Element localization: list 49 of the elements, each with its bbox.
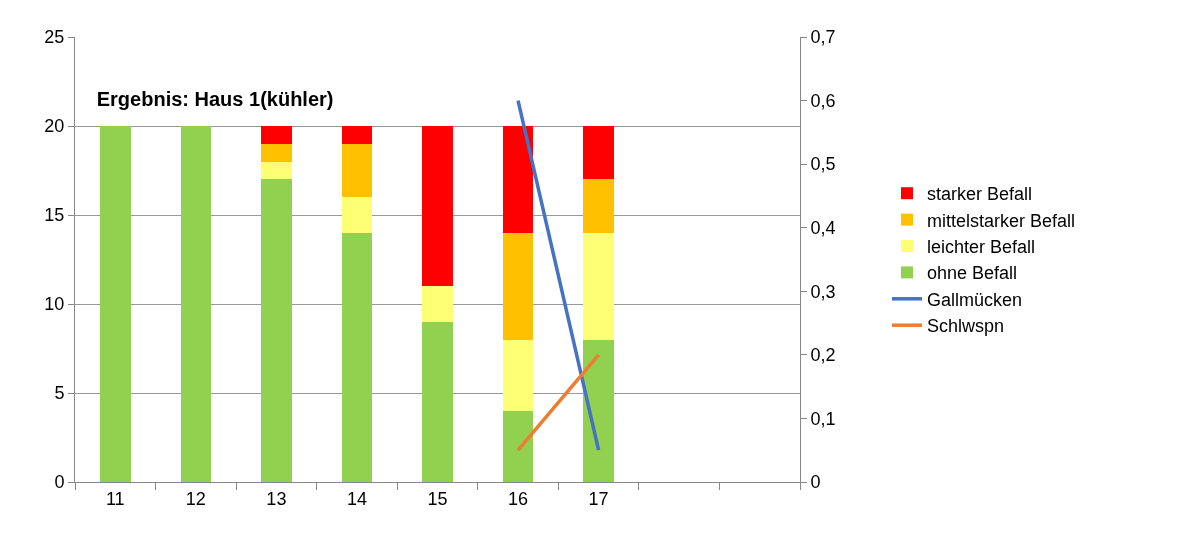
bar xyxy=(180,126,212,482)
bar xyxy=(583,339,614,482)
bar xyxy=(341,232,373,482)
text: Ergebnis: Haus 1(kühler) xyxy=(96,88,334,111)
legend-label: Schlwspn xyxy=(927,316,1005,337)
y2-tick-label: 0,4 xyxy=(810,218,836,239)
bar xyxy=(502,339,534,411)
legend-label: ohne Befall xyxy=(927,263,1018,284)
x-tick-label: 17 xyxy=(588,488,609,509)
y-tick-label: 20 xyxy=(44,116,65,137)
y2-tick-label: 0,5 xyxy=(810,154,836,175)
bar xyxy=(502,410,534,482)
bar xyxy=(422,286,453,322)
y-tick-label: 15 xyxy=(44,205,65,226)
y2-tick-label: 0,7 xyxy=(810,27,836,48)
bar xyxy=(583,126,614,180)
y2-tick-label: 0,3 xyxy=(810,281,836,302)
legend-label: Gallmücken xyxy=(927,289,1023,310)
x-tick-label: 12 xyxy=(185,488,206,509)
y2-tick-label: 0,6 xyxy=(810,90,836,111)
bar xyxy=(99,126,131,482)
bar xyxy=(422,126,453,287)
y-tick-label: 5 xyxy=(54,383,65,404)
legend-label: mittelstarker Befall xyxy=(927,210,1076,231)
x-tick-label: 16 xyxy=(508,488,529,509)
y-tick-label: 10 xyxy=(44,294,65,315)
bar xyxy=(261,143,292,162)
y-tick-label: 25 xyxy=(44,27,65,48)
y2-tick-label: 0,1 xyxy=(810,408,836,429)
bar xyxy=(583,179,614,233)
bar xyxy=(261,161,292,180)
x-tick-label: 15 xyxy=(427,488,448,509)
bar xyxy=(502,232,534,340)
y2-tick-label: 0,2 xyxy=(810,345,836,366)
bar xyxy=(583,232,614,340)
bar xyxy=(341,126,373,144)
y2-tick-label: 0 xyxy=(810,472,821,493)
x-tick-label: 14 xyxy=(346,488,367,509)
legend-label: leichter Befall xyxy=(927,237,1036,258)
bar xyxy=(341,143,373,198)
x-tick-label: 11 xyxy=(105,488,125,509)
bar xyxy=(341,197,373,233)
bar xyxy=(422,321,453,482)
bar xyxy=(502,126,534,233)
legend-label: starker Befall xyxy=(927,184,1033,205)
y-tick-label: 0 xyxy=(54,472,65,493)
bar xyxy=(261,179,292,482)
x-tick-label: 13 xyxy=(266,488,287,509)
bar xyxy=(261,126,292,144)
